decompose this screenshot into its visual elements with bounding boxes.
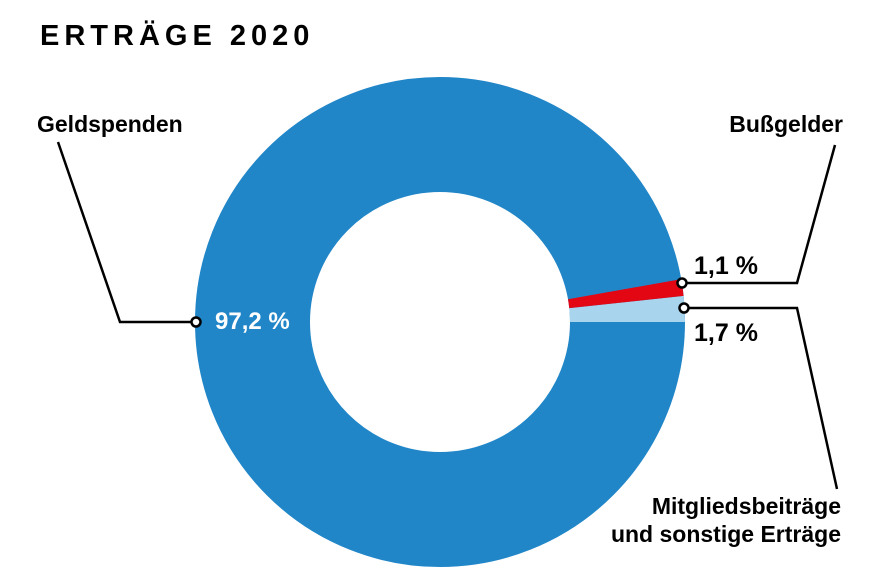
label-bussgelder: Bußgelder: [729, 111, 843, 137]
label-mitgliedsbeitraege-line2: und sonstige Erträge: [610, 521, 841, 547]
value-label-mitgliedsbeitraege: 1,7 %: [694, 319, 758, 347]
leader-line-mitgliedsbeitraege: [689, 306, 839, 490]
marker-dot-bussgelder: [676, 277, 688, 289]
value-label-bussgelder: 1,1 %: [694, 252, 758, 280]
leader-line-bussgelder: [687, 144, 837, 285]
marker-dot-geldspenden: [190, 316, 202, 328]
label-mitgliedsbeitraege-line1: Mitgliedsbeiträge: [651, 493, 841, 519]
value-label-geldspenden: 97,2 %: [215, 308, 290, 335]
marker-dot-mitgliedsbeitraege: [678, 302, 690, 314]
leader-line-geldspenden: [56, 141, 191, 324]
donut-small-segments: [567, 279, 685, 323]
label-mitgliedsbeitraege: Mitgliedsbeiträge und sonstige Erträge: [611, 492, 841, 548]
donut-segment: [567, 279, 684, 309]
leader-lines: [56, 141, 839, 490]
label-geldspenden: Geldspenden: [37, 111, 183, 137]
donut-segment: [569, 295, 685, 323]
chart-title: ERTRÄGE 2020: [40, 20, 315, 52]
